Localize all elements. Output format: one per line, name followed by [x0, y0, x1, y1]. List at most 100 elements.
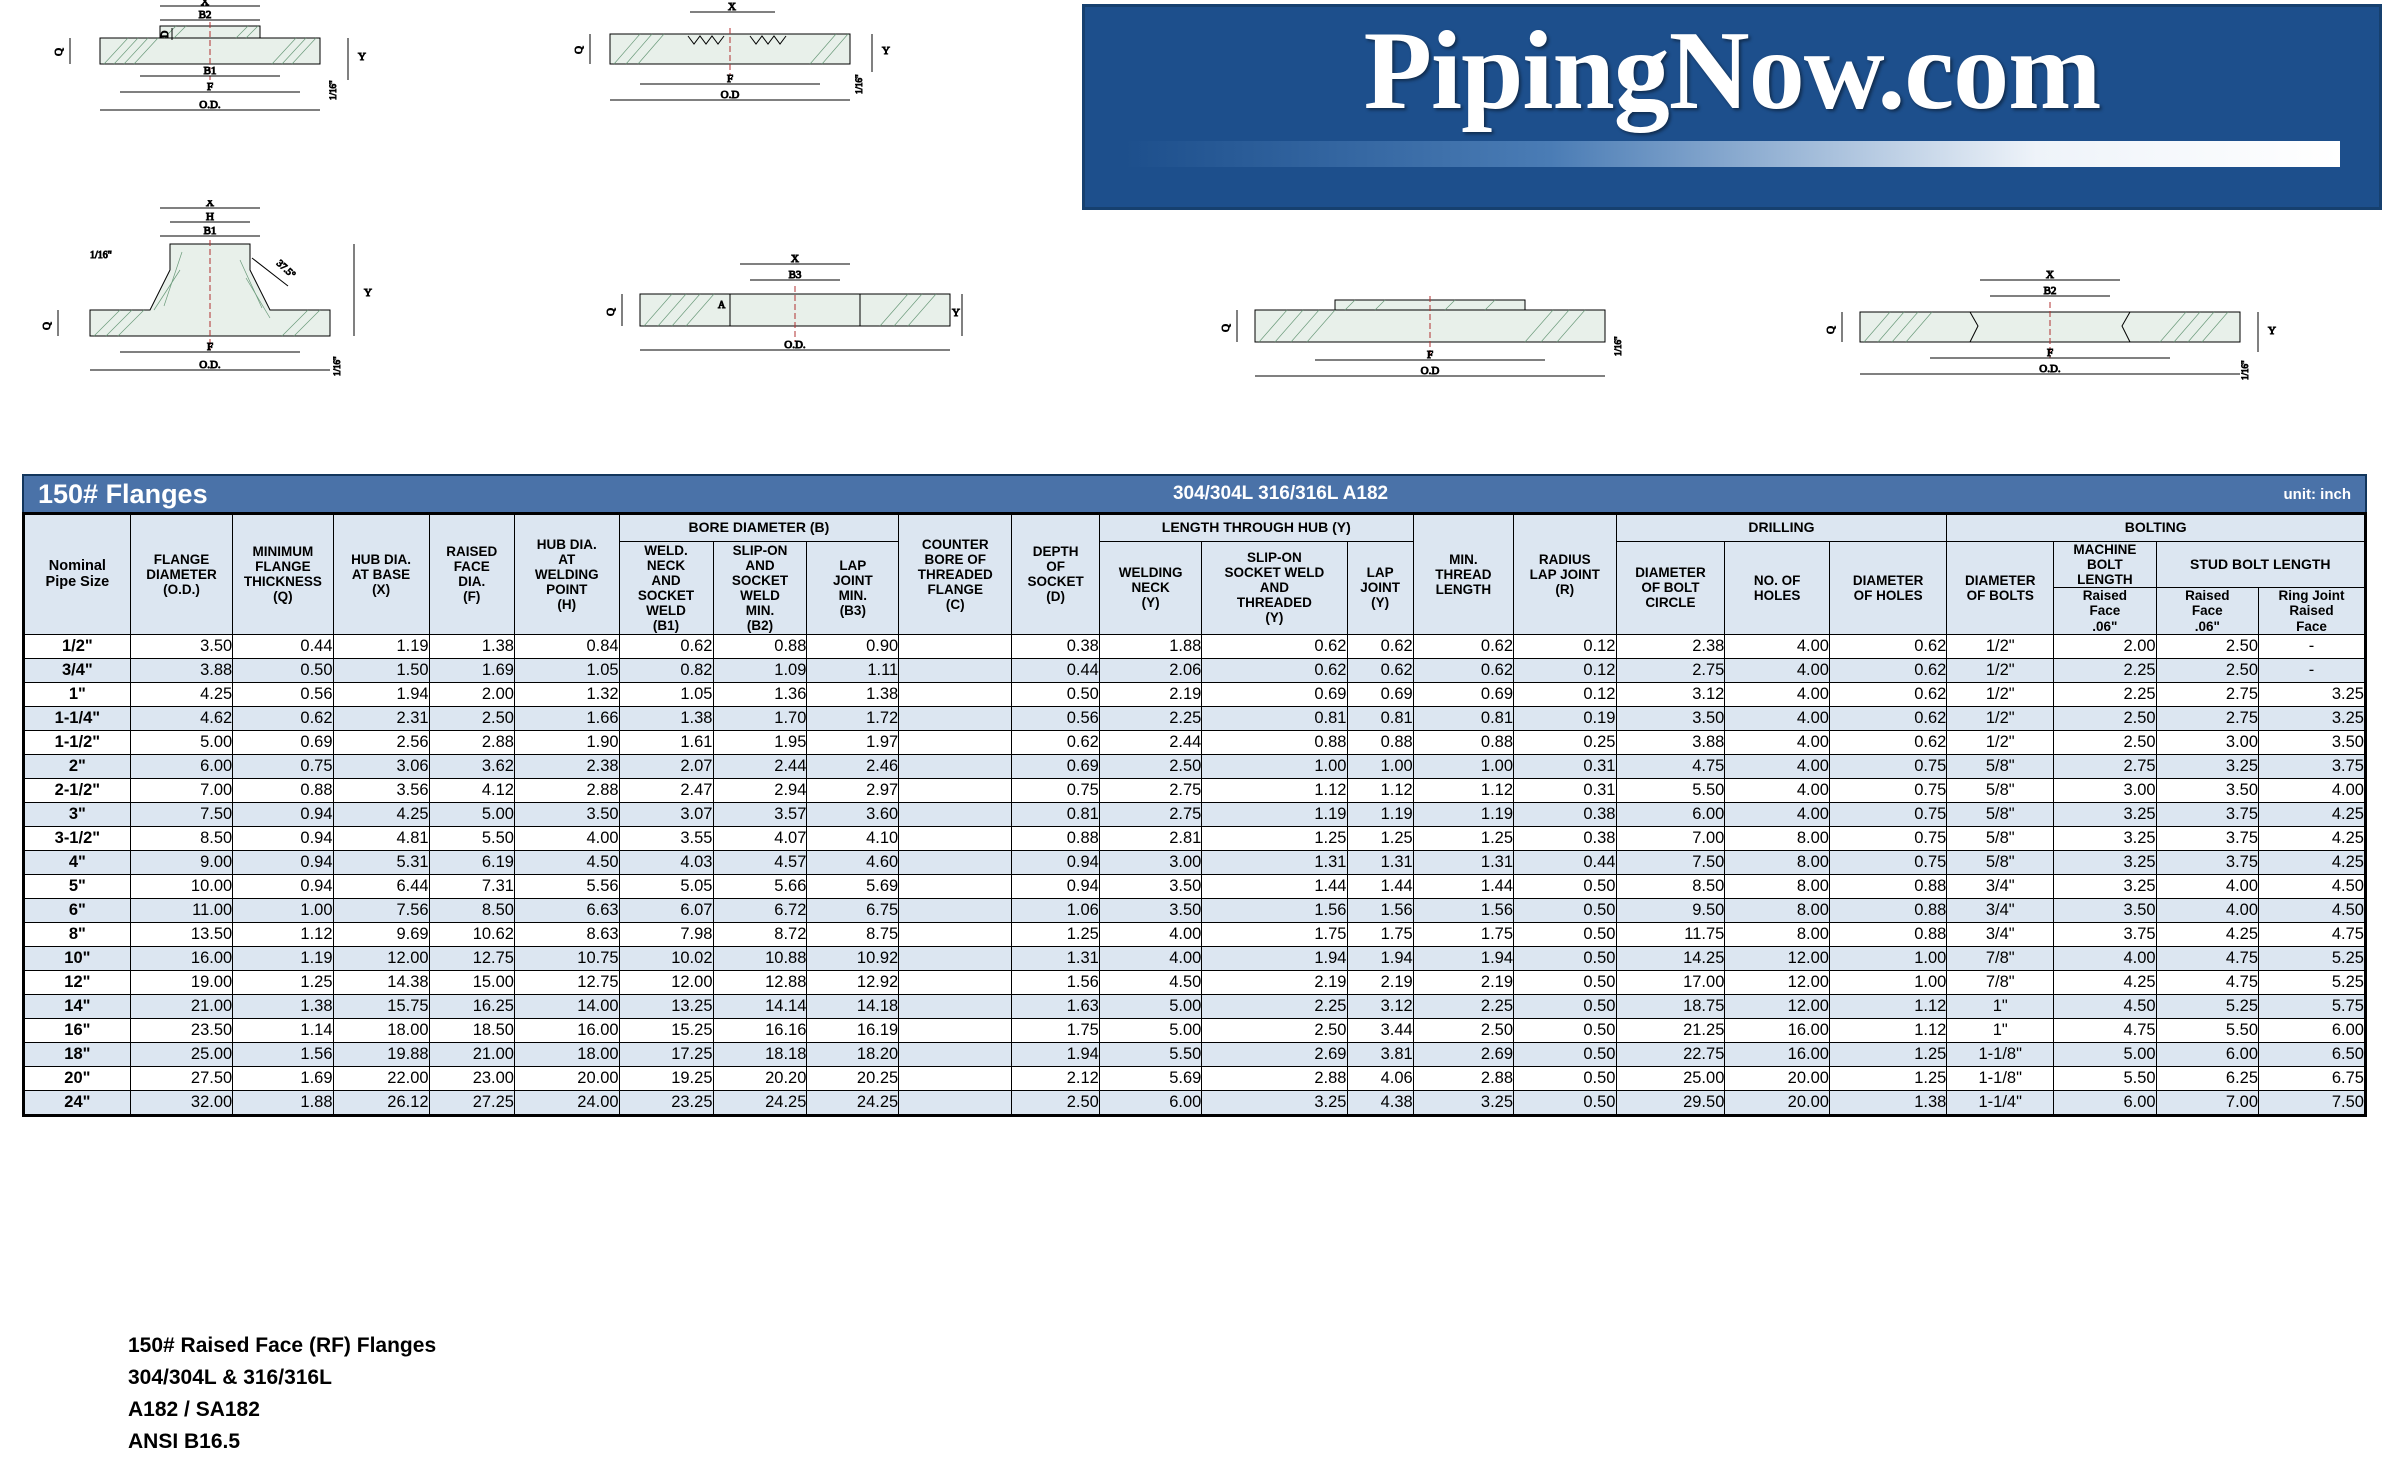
- svg-text:A: A: [718, 300, 726, 311]
- cell-dh: 0.88: [1828, 873, 1948, 899]
- cell-mbl: 2.25: [2053, 657, 2157, 683]
- cell-b1: 0.62: [618, 633, 714, 659]
- svg-text:B2: B2: [2044, 285, 2057, 297]
- cell-x: 2.56: [332, 729, 430, 755]
- cell-x: 3.56: [332, 777, 430, 803]
- cell-b2: 3.57: [712, 801, 808, 827]
- table-row: 1-1/2" 5.00 0.69 2.56 2.88 1.90 1.61 1.95 1.97 0.…: [23, 729, 2366, 755]
- cell-od: 16.00: [129, 945, 234, 971]
- cell-f: 12.75: [428, 945, 515, 971]
- cell-b2: 8.72: [712, 921, 808, 947]
- cell-c: [898, 681, 1013, 707]
- cell-yso: 1.00: [1201, 753, 1348, 779]
- svg-text:O.D: O.D: [721, 89, 740, 101]
- cell-sbl: 3.75: [2155, 825, 2260, 851]
- cell-nh: 8.00: [1724, 873, 1830, 899]
- cell-ylj: 4.38: [1346, 1089, 1414, 1116]
- cell-c: [898, 1041, 1013, 1067]
- svg-text:1/16": 1/16": [1613, 336, 1623, 356]
- cell-sbl: 3.50: [2155, 777, 2260, 803]
- th-bore-weld-neck-socket-weld: WELD. NECK AND SOCKET WELD (B1): [618, 541, 714, 635]
- th-machine-bolt-length: MACHINE BOLT LENGTH: [2053, 540, 2157, 589]
- header-group-row: Nominal Pipe Size FLANGE DIAMETER (O.D.)…: [23, 513, 2366, 635]
- cell-c: [898, 873, 1013, 899]
- table-row: 5" 10.00 0.94 6.44 7.31 5.56 5.05 5.66 5.69 0.94 3…: [23, 873, 2366, 899]
- cell-thr: 1.25: [1412, 825, 1515, 851]
- cell-q: 1.19: [232, 945, 334, 971]
- cell-r: 0.50: [1513, 993, 1617, 1019]
- cell-thr: 2.25: [1412, 993, 1515, 1019]
- cell-b1: 1.61: [618, 729, 714, 755]
- cell-r: 0.44: [1513, 849, 1617, 875]
- cell-thr: 0.81: [1412, 705, 1515, 731]
- cell-yso: 1.44: [1201, 873, 1348, 899]
- cell-r: 0.50: [1513, 897, 1617, 923]
- cell-ylj: 1.12: [1346, 777, 1414, 803]
- cell-mbl: 2.00: [2053, 633, 2157, 659]
- cell-d: 0.88: [1011, 825, 1100, 851]
- cell-dh: 1.25: [1828, 1065, 1948, 1091]
- cell-q: 0.69: [232, 729, 334, 755]
- cell-nominal-pipe-size: 14": [23, 993, 131, 1019]
- cell-ywn: 2.19: [1098, 681, 1203, 707]
- cell-b1: 5.05: [618, 873, 714, 899]
- cell-yso: 3.25: [1201, 1089, 1348, 1116]
- cell-b2: 1.70: [712, 705, 808, 731]
- cell-rj: 4.50: [2258, 897, 2366, 923]
- table-body: 1/2" 3.50 0.44 1.19 1.38 0.84 0.62 0.88 0.90 0.38…: [23, 633, 2366, 1116]
- cell-nominal-pipe-size: 18": [23, 1041, 131, 1067]
- cell-rj: 6.00: [2258, 1017, 2366, 1043]
- cell-mbl: 3.25: [2053, 849, 2157, 875]
- cell-dh: 0.75: [1828, 777, 1948, 803]
- cell-ylj: 1.56: [1346, 897, 1414, 923]
- cell-ywn: 2.50: [1098, 753, 1203, 779]
- cell-ylj: 4.06: [1346, 1065, 1414, 1091]
- cell-nh: 4.00: [1724, 705, 1830, 731]
- cell-b3: 3.60: [806, 801, 900, 827]
- cell-ylj: 1.94: [1346, 945, 1414, 971]
- cell-b3: 1.11: [806, 657, 900, 683]
- cell-d: 1.56: [1011, 969, 1100, 995]
- cell-f: 10.62: [428, 921, 515, 947]
- svg-text:B3: B3: [789, 269, 802, 281]
- cell-db: 7/8": [1946, 969, 2055, 995]
- cell-rj: 3.25: [2258, 681, 2366, 707]
- cell-c: [898, 801, 1013, 827]
- cell-f: 8.50: [428, 897, 515, 923]
- cell-nh: 16.00: [1724, 1041, 1830, 1067]
- cell-b1: 3.55: [618, 825, 714, 851]
- cell-ywn: 2.06: [1098, 657, 1203, 683]
- table-row: 1" 4.25 0.56 1.94 2.00 1.32 1.05 1.36 1.38 0.50 2.…: [23, 681, 2366, 707]
- cell-r: 0.50: [1513, 1089, 1617, 1116]
- cell-od: 27.50: [129, 1065, 234, 1091]
- cell-h: 1.32: [513, 681, 620, 707]
- table-title-bar: 150# Flanges 304/304L 316/316L A182 unit…: [22, 474, 2367, 512]
- cell-b1: 2.07: [618, 753, 714, 779]
- svg-text:X: X: [728, 1, 736, 13]
- cell-rj: 4.25: [2258, 849, 2366, 875]
- cell-dh: 1.25: [1828, 1041, 1948, 1067]
- cell-sbl: 4.75: [2155, 969, 2260, 995]
- th-group-bolting: BOLTING: [1946, 513, 2366, 542]
- cell-rj: 3.50: [2258, 729, 2366, 755]
- cell-nh: 4.00: [1724, 633, 1830, 659]
- cell-b3: 4.60: [806, 849, 900, 875]
- cell-yso: 2.19: [1201, 969, 1348, 995]
- cell-ylj: 1.00: [1346, 753, 1414, 779]
- cell-x: 19.88: [332, 1041, 430, 1067]
- cell-c: [898, 993, 1013, 1019]
- cell-nominal-pipe-size: 1-1/4": [23, 705, 131, 731]
- cell-r: 0.38: [1513, 825, 1617, 851]
- cell-ywn: 5.69: [1098, 1065, 1203, 1091]
- cell-d: 1.75: [1011, 1017, 1100, 1043]
- cell-h: 16.00: [513, 1017, 620, 1043]
- cell-nh: 4.00: [1724, 777, 1830, 803]
- cell-x: 1.94: [332, 681, 430, 707]
- cell-dh: 0.62: [1828, 705, 1948, 731]
- cell-rj: 4.25: [2258, 801, 2366, 827]
- cell-h: 1.05: [513, 657, 620, 683]
- cell-yso: 1.31: [1201, 849, 1348, 875]
- cell-db: 3/4": [1946, 897, 2055, 923]
- cell-thr: 1.94: [1412, 945, 1515, 971]
